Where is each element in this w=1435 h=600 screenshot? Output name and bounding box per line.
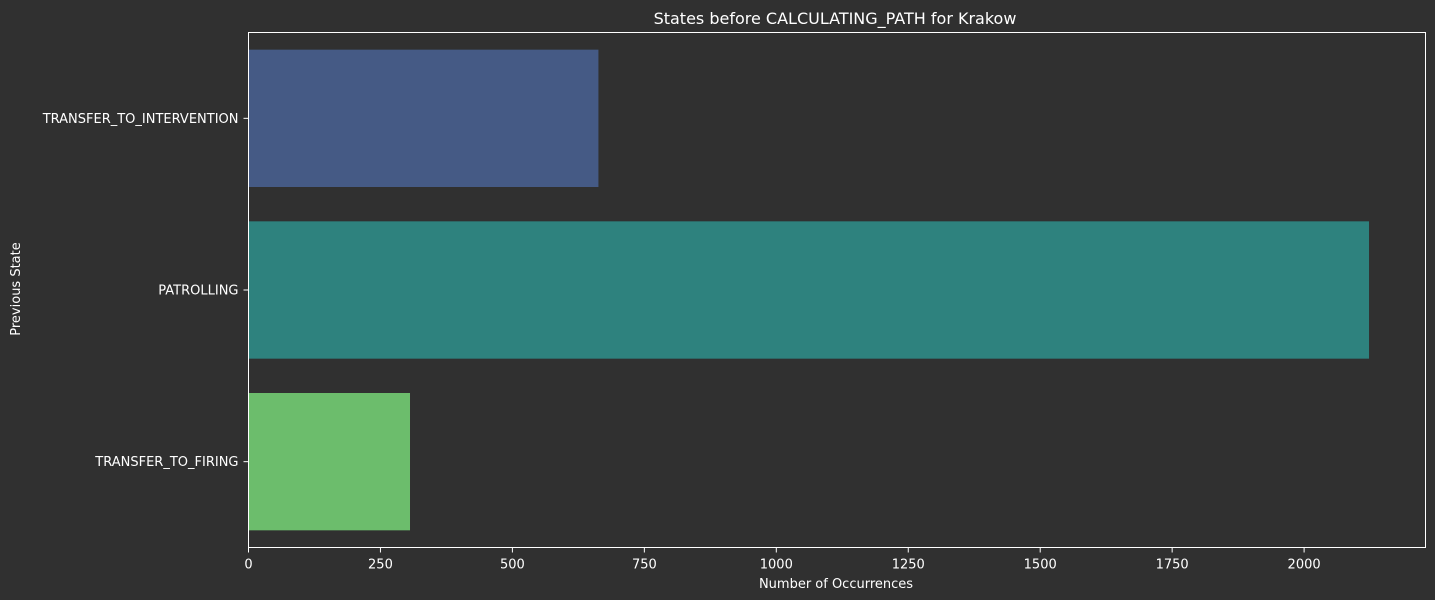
- x-tick-label-1000: 1000: [760, 558, 793, 573]
- x-tick-label-250: 250: [368, 558, 393, 573]
- bar-group: [248, 49, 1370, 531]
- x-tick-label-1750: 1750: [1156, 558, 1189, 573]
- chart-title: States before CALCULATING_PATH for Krako…: [654, 9, 1017, 29]
- bar-transfer-to-firing: [248, 393, 411, 531]
- x-tick-label-1250: 1250: [892, 558, 925, 573]
- x-tick-label-1500: 1500: [1024, 558, 1057, 573]
- x-tick-label-500: 500: [500, 558, 525, 573]
- y-tick-label-transfer-to-firing: TRANSFER_TO_FIRING: [94, 455, 238, 470]
- x-tick-label-2000: 2000: [1288, 558, 1321, 573]
- bar-patrolling: [248, 221, 1370, 359]
- x-tick-label-0: 0: [244, 558, 252, 573]
- y-tick-label-transfer-to-intervention: TRANSFER_TO_INTERVENTION: [42, 112, 239, 127]
- x-tick-label-750: 750: [632, 558, 657, 573]
- plot-frame: [248, 32, 1426, 548]
- y-axis-title: Previous State: [9, 242, 24, 335]
- x-tick-group: 0 250 500 750 1000 1250 1500 1750 2000: [244, 547, 1321, 573]
- bar-transfer-to-intervention: [248, 49, 599, 187]
- y-tick-group: TRANSFER_TO_INTERVENTION PATROLLING TRANSF…: [42, 112, 249, 470]
- x-axis-title: Number of Occurrences: [759, 577, 913, 592]
- y-tick-label-patrolling: PATROLLING: [158, 284, 238, 299]
